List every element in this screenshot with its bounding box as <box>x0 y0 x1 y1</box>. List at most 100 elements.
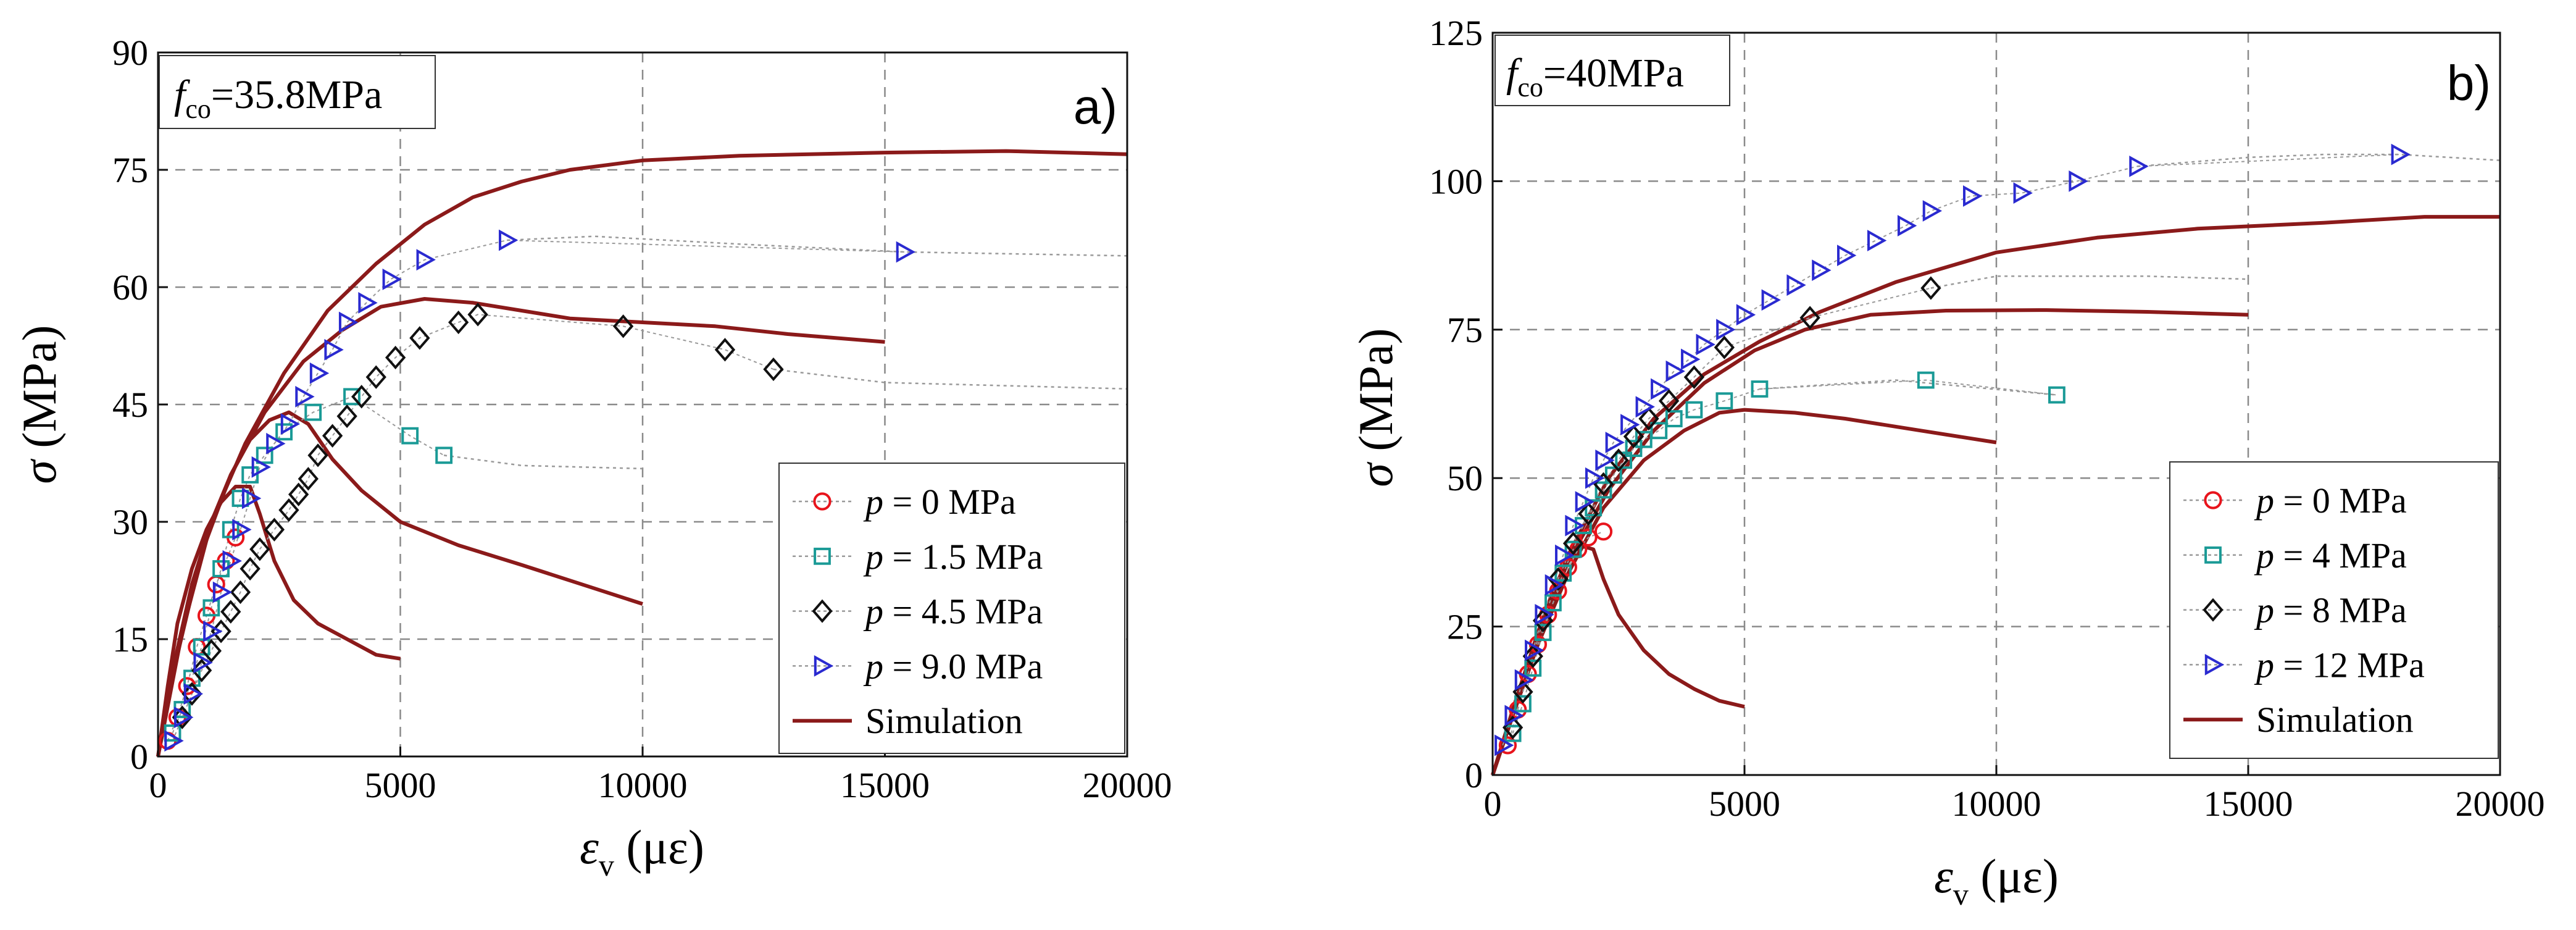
data-point-p-12-mpa <box>2391 143 2411 165</box>
annotation-a: fco=35.8MPa <box>159 55 436 129</box>
markers-a <box>159 229 916 752</box>
legend-box <box>778 463 1125 754</box>
data-point-p-4-mpa <box>1564 540 1582 558</box>
data-point-p-8-mpa <box>1920 276 1941 300</box>
data-point-p-12-mpa <box>1665 360 1685 382</box>
annotation-box-a <box>159 55 436 129</box>
data-point-p-0-mpa <box>1579 528 1598 547</box>
series-tail-p-1-5-mpa <box>443 455 643 470</box>
data-point-p-9-0-mpa <box>499 229 519 251</box>
data-point-p-12-mpa <box>1651 378 1670 400</box>
x-tick-label: 15000 <box>2204 784 2293 824</box>
data-point-p-12-mpa <box>1514 669 1535 691</box>
data-point-p-4-5-mpa <box>365 365 386 389</box>
data-point-p-4-5-mpa <box>264 517 285 542</box>
data-point-p-12-mpa <box>1922 200 1943 222</box>
legend-label-simulation: Simulation <box>865 701 1023 741</box>
data-point-p-9-0-mpa <box>232 519 252 541</box>
data-point-p-9-0-mpa <box>382 268 402 290</box>
data-point-p-12-mpa <box>1837 245 1857 266</box>
data-point-p-12-mpa <box>1812 259 1832 282</box>
data-point-p-1-5-mpa <box>212 560 230 577</box>
data-point-p-12-mpa <box>1555 544 1575 566</box>
x-tick-label: 5000 <box>1709 784 1780 824</box>
data-point-p-4-mpa <box>1665 410 1683 427</box>
data-point-p-12-mpa <box>1963 185 1983 207</box>
y-tick-label: 125 <box>1429 13 1483 53</box>
data-point-p-12-mpa <box>1575 491 1594 513</box>
data-point-p-12-mpa <box>1786 274 1806 296</box>
legend-label-p-0-mpa: p = 0 MPa <box>863 482 1016 522</box>
data-point-p-12-mpa <box>1535 603 1554 626</box>
data-point-p-8-mpa <box>1638 406 1659 431</box>
data-point-p-4-5-mpa <box>288 482 309 506</box>
data-point-p-9-0-mpa <box>164 730 184 752</box>
data-point-p-12-mpa <box>1761 289 1781 311</box>
data-point-p-1-5-mpa <box>275 423 293 441</box>
x-tick-label: 15000 <box>840 765 930 805</box>
legend-a: p = 0 MPa p = 1.5 MPa p = 4.5 MPa p = 9.0 M… <box>778 463 1125 754</box>
data-point-p-4-5-mpa <box>409 326 430 350</box>
data-point-p-12-mpa <box>2129 155 2149 177</box>
data-point-p-4-5-mpa <box>307 443 328 467</box>
data-point-p-9-0-mpa <box>174 706 194 729</box>
data-point-p-4-5-mpa <box>763 357 784 382</box>
data-point-p-1-5-mpa <box>231 490 249 507</box>
data-point-p-12-mpa <box>2013 182 2033 204</box>
x-tick-label: 10000 <box>1952 784 2041 824</box>
y-tick-label: 60 <box>112 267 148 308</box>
data-point-p-12-mpa <box>1716 319 1736 341</box>
x-tick-label: 0 <box>1484 784 1502 824</box>
data-point-p-1-5-mpa <box>256 446 273 464</box>
data-point-p-8-mpa <box>1658 389 1680 413</box>
data-point-p-4-5-mpa <box>298 467 319 491</box>
legend-label-p-12-mpa: p = 12 MPa <box>2254 645 2425 685</box>
data-point-p-4-mpa <box>2048 386 2065 404</box>
y-tick-label: 45 <box>112 385 148 425</box>
series-line-p-4-mpa <box>1512 379 2057 734</box>
data-point-p-9-0-mpa <box>212 581 233 603</box>
y-tick-label: 90 <box>112 33 148 73</box>
data-point-p-12-mpa <box>1867 230 1887 251</box>
data-point-p-9-0-mpa <box>280 413 301 435</box>
data-point-p-9-0-mpa <box>183 683 204 705</box>
x-tick-label: 20000 <box>1083 765 1172 805</box>
data-point-p-9-0-mpa <box>251 456 271 478</box>
data-point-p-12-mpa <box>1595 449 1615 471</box>
data-point-p-12-mpa <box>1681 348 1701 371</box>
series-tail-p-4-mpa <box>1759 379 2057 396</box>
series-tail-p-4-5-mpa <box>773 368 1128 390</box>
simulation-curve-1 <box>156 485 401 757</box>
data-point-p-12-mpa <box>1635 396 1655 418</box>
data-point-p-9-0-mpa <box>266 432 286 455</box>
y-tick-label: 75 <box>1447 310 1483 350</box>
legend-marker-p-4-5-mpa <box>812 599 833 623</box>
legend-marker-p-9-0-mpa <box>814 655 834 677</box>
data-point-p-4-5-mpa <box>220 600 241 624</box>
data-point-p-1-5-mpa <box>241 466 259 484</box>
y-tick-label: 0 <box>1465 755 1483 795</box>
legend-marker-p-0-mpa <box>2204 491 2222 509</box>
data-point-p-9-0-mpa <box>338 311 359 333</box>
data-point-p-12-mpa <box>1504 705 1524 727</box>
data-point-p-8-mpa <box>1714 335 1735 359</box>
data-point-p-8-mpa <box>1548 567 1569 591</box>
legend-label-p-0-mpa: p = 0 MPa <box>2254 480 2407 521</box>
legend-marker-p-12-mpa <box>2204 654 2225 676</box>
data-point-p-8-mpa <box>1608 448 1629 472</box>
data-point-p-4-5-mpa <box>385 345 406 370</box>
data-point-p-8-mpa <box>1562 531 1584 556</box>
data-point-p-1-5-mpa <box>222 521 240 538</box>
data-point-p-4-5-mpa <box>714 338 736 362</box>
ticks-a: 0 5000 10000 15000 20000 0 15 30 45 60 75 90 <box>112 33 1172 805</box>
panel-b: 0 5000 10000 15000 20000 0 25 50 75 100 125 fco=40… <box>1349 13 2545 911</box>
data-point-p-4-mpa <box>1514 695 1532 713</box>
data-point-p-9-0-mpa <box>896 241 916 263</box>
data-point-p-4-mpa <box>1524 660 1542 677</box>
series-tail-p-9-0-mpa <box>507 235 1128 257</box>
x-tick-label: 20000 <box>2456 784 2545 824</box>
data-point-p-1-5-mpa <box>304 403 322 421</box>
x-tick-label: 10000 <box>598 765 688 805</box>
data-point-p-4-mpa <box>1650 422 1668 440</box>
panel-label-b: b) <box>2447 56 2491 111</box>
